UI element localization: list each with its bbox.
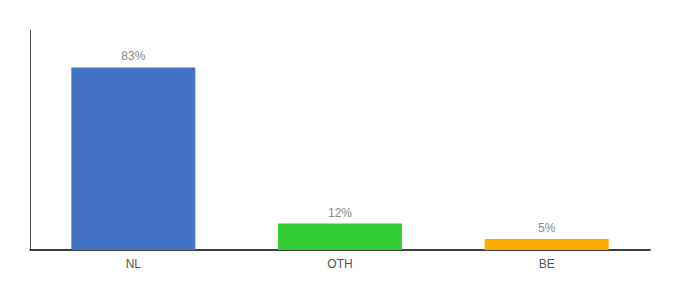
svg-text:OTH: OTH — [327, 257, 352, 271]
svg-text:5%: 5% — [538, 221, 556, 235]
svg-text:12%: 12% — [328, 206, 352, 220]
svg-text:BE: BE — [539, 257, 555, 271]
svg-text:NL: NL — [126, 257, 142, 271]
svg-text:83%: 83% — [121, 49, 145, 63]
